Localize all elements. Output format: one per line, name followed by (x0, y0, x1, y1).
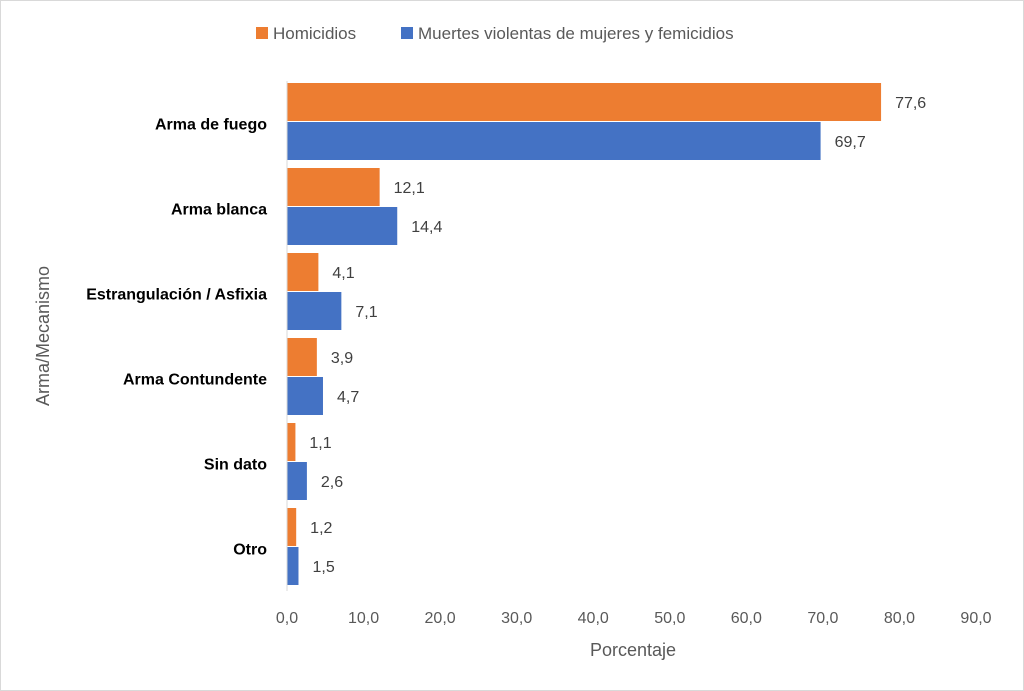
bar-homicidios (287, 423, 296, 461)
data-label: 4,1 (332, 265, 354, 282)
bar-femicidios (287, 377, 323, 415)
x-tick-label: 20,0 (425, 610, 456, 627)
bar-homicidios (287, 338, 317, 376)
legend-label-homicidios: Homicidios (273, 24, 356, 43)
bar-homicidios (287, 508, 297, 546)
x-tick-label: 80,0 (884, 610, 915, 627)
category-label: Otro (233, 542, 267, 559)
data-label: 3,9 (331, 350, 353, 367)
x-axis-title: Porcentaje (590, 640, 676, 660)
category-label: Arma Contundente (123, 372, 267, 389)
data-label: 1,5 (312, 559, 334, 576)
x-tick-label: 40,0 (578, 610, 609, 627)
legend-label-femicidios: Muertes violentas de mujeres y femicidio… (418, 24, 734, 43)
x-tick-label: 60,0 (731, 610, 762, 627)
x-tick-label: 30,0 (501, 610, 532, 627)
bar-femicidios (287, 122, 821, 160)
data-label: 14,4 (411, 219, 442, 236)
data-label: 7,1 (355, 304, 377, 321)
data-label: 2,6 (321, 474, 343, 491)
x-tick-label: 70,0 (807, 610, 838, 627)
data-label: 1,1 (309, 435, 331, 452)
bar-femicidios (287, 462, 307, 500)
category-label: Arma de fuego (155, 117, 267, 134)
data-label: 77,6 (895, 95, 926, 112)
x-tick-label: 50,0 (654, 610, 685, 627)
category-label: Sin dato (204, 457, 267, 474)
x-tick-label: 0,0 (276, 610, 298, 627)
bar-femicidios (287, 547, 299, 585)
data-label: 69,7 (835, 134, 866, 151)
bar-homicidios (287, 253, 319, 291)
data-label: 12,1 (394, 180, 425, 197)
bar-homicidios (287, 168, 380, 206)
x-tick-label: 90,0 (960, 610, 991, 627)
category-label: Estrangulación / Asfixia (86, 287, 267, 304)
legend-swatch-femicidios (401, 27, 413, 39)
bar-femicidios (287, 292, 342, 330)
data-label: 4,7 (337, 389, 359, 406)
legend-swatch-homicidios (256, 27, 268, 39)
y-axis-title: Arma/Mecanismo (33, 266, 53, 406)
bar-femicidios (287, 207, 398, 245)
x-tick-label: 10,0 (348, 610, 379, 627)
bar-homicidios (287, 83, 882, 121)
data-label: 1,2 (310, 520, 332, 537)
category-label: Arma blanca (171, 202, 267, 219)
legend: Homicidios Muertes violentas de mujeres … (256, 24, 734, 43)
